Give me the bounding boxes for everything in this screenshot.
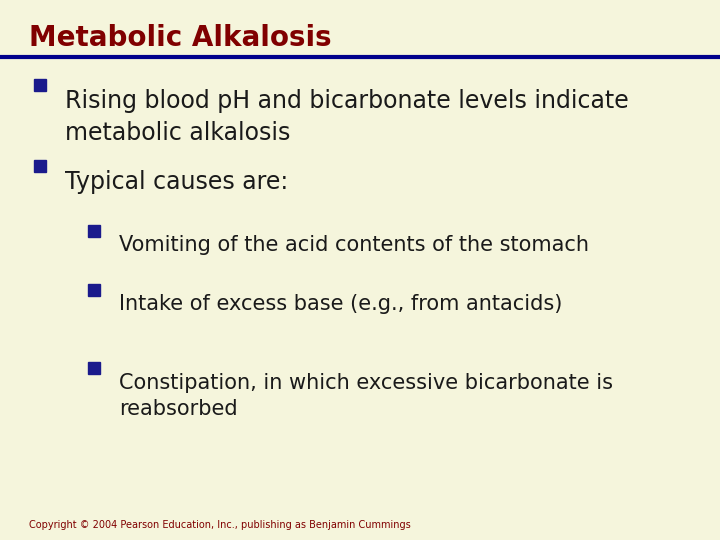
Text: Rising blood pH and bicarbonate levels indicate
metabolic alkalosis: Rising blood pH and bicarbonate levels i… <box>65 89 629 145</box>
Text: Vomiting of the acid contents of the stomach: Vomiting of the acid contents of the sto… <box>119 235 589 255</box>
Text: Metabolic Alkalosis: Metabolic Alkalosis <box>29 24 331 52</box>
Text: Copyright © 2004 Pearson Education, Inc., publishing as Benjamin Cummings: Copyright © 2004 Pearson Education, Inc.… <box>29 520 410 530</box>
Text: Constipation, in which excessive bicarbonate is
reabsorbed: Constipation, in which excessive bicarbo… <box>119 373 613 419</box>
Text: Intake of excess base (e.g., from antacids): Intake of excess base (e.g., from antaci… <box>119 294 562 314</box>
Text: Typical causes are:: Typical causes are: <box>65 170 288 194</box>
